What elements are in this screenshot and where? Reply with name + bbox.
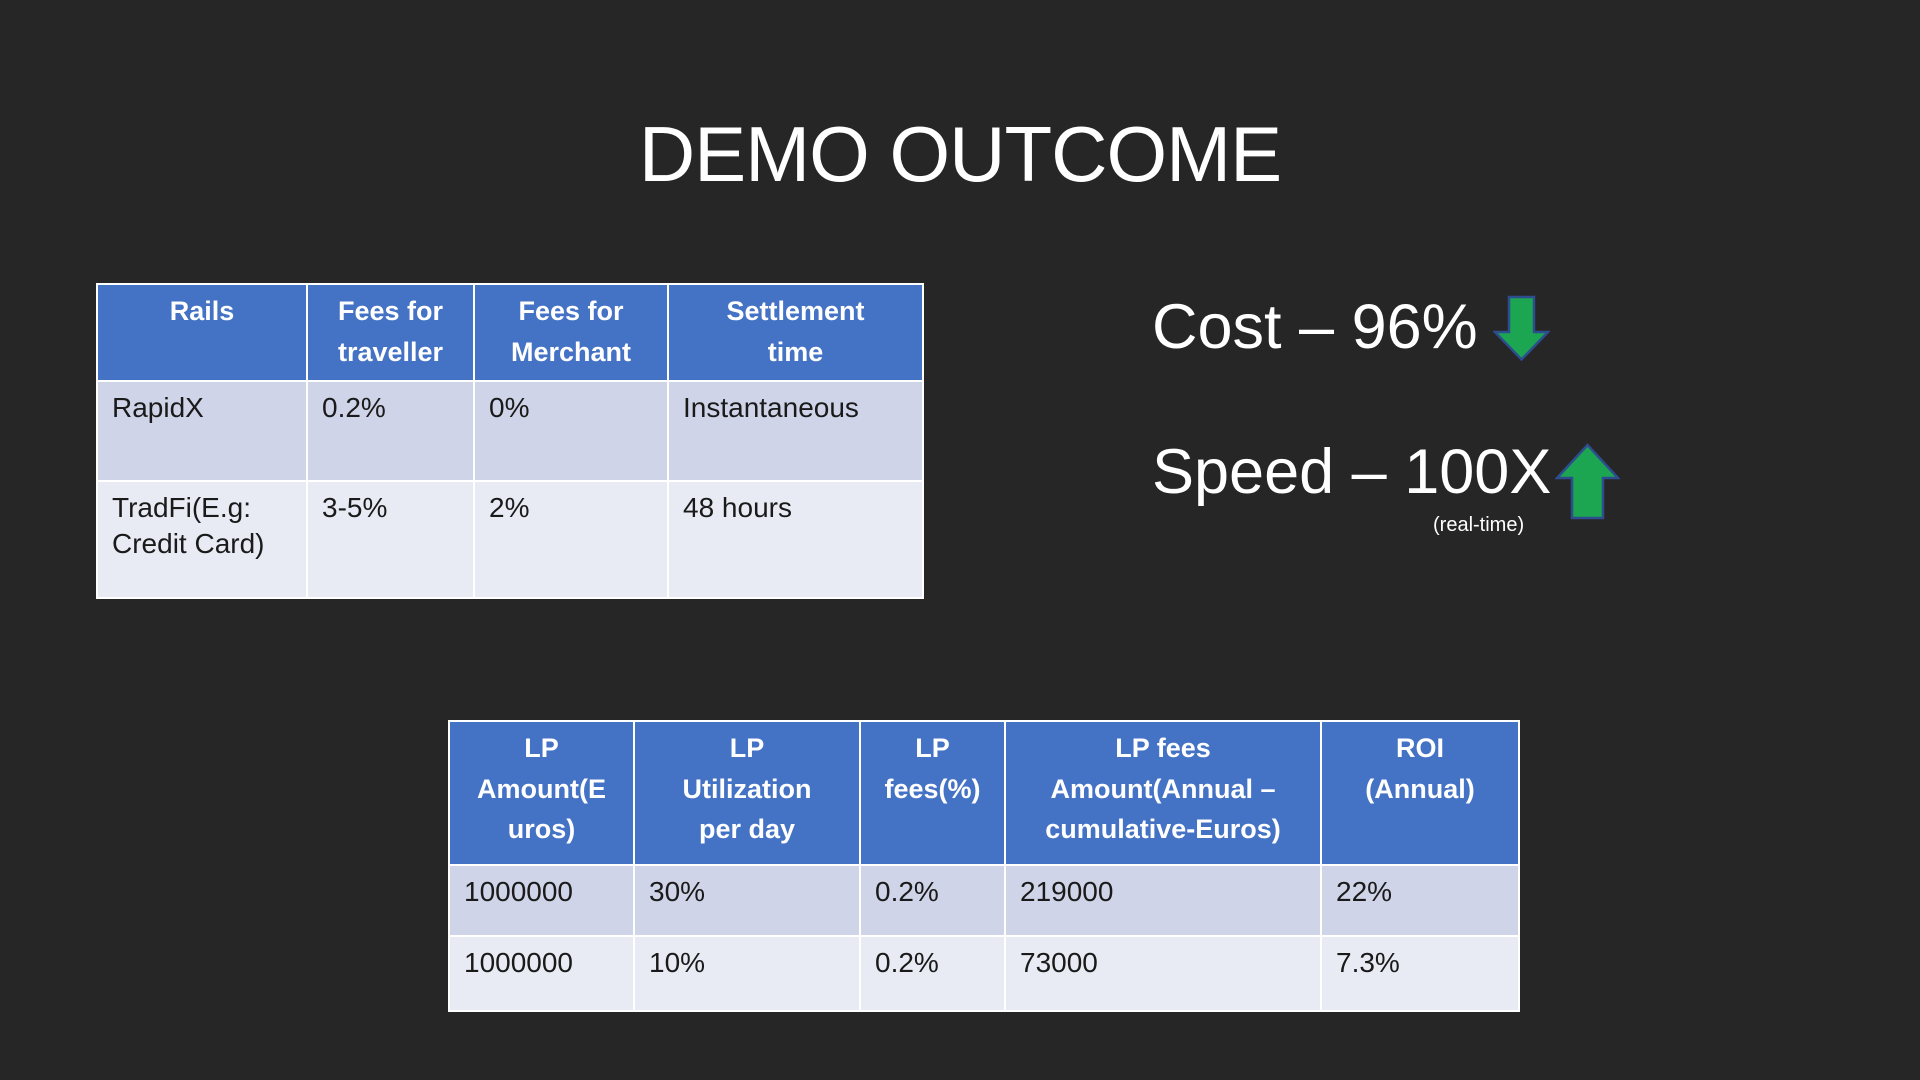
table-cell: 73000 [1004,935,1322,1012]
lp-table-row-1: 1000000 30% 0.2% 219000 22% [448,864,1520,937]
table-cell: TradFi(E.g: Credit Card) [96,480,308,599]
lp-table-row-2: 1000000 10% 0.2% 73000 7.3% [448,935,1520,1012]
lp-header-amount: LP Amount(E uros) [448,720,635,866]
lp-table-header-row: LP Amount(E uros) LP Utilization per day… [448,720,1520,866]
table-cell: 10% [633,935,861,1012]
rails-table-row-tradfi: TradFi(E.g: Credit Card) 3-5% 2% 48 hour… [96,480,924,599]
up-arrow-icon [1555,443,1620,520]
table-cell: 30% [633,864,861,937]
table-cell: 48 hours [667,480,924,599]
rails-table-header-row: Rails Fees for traveller Fees for Mercha… [96,283,924,382]
table-cell: Instantaneous [667,380,924,482]
rails-header-fees-traveller: Fees for traveller [306,283,475,382]
lp-roi-table: LP Amount(E uros) LP Utilization per day… [448,720,1520,1012]
rails-comparison-table: Rails Fees for traveller Fees for Mercha… [96,283,924,599]
rails-table-row-rapidx: RapidX 0.2% 0% Instantaneous [96,380,924,482]
table-cell: 219000 [1004,864,1322,937]
rails-header-fees-merchant: Fees for Merchant [473,283,669,382]
rails-header-settlement-time: Settlement time [667,283,924,382]
lp-header-roi: ROI (Annual) [1320,720,1520,866]
rails-header-rails: Rails [96,283,308,382]
table-cell: 2% [473,480,669,599]
table-cell: RapidX [96,380,308,482]
slide-title: DEMO OUTCOME [638,110,1282,198]
lp-header-fees-pct: LP fees(%) [859,720,1006,866]
table-cell: 1000000 [448,864,635,937]
real-time-note: (real-time) [1433,514,1525,536]
table-cell: 0.2% [859,935,1006,1012]
cost-stat-label: Cost – 96% [1152,292,1478,362]
down-arrow-icon [1493,295,1550,362]
table-cell: 0% [473,380,669,482]
lp-header-utilization: LP Utilization per day [633,720,861,866]
table-cell: 0.2% [306,380,475,482]
table-cell: 7.3% [1320,935,1520,1012]
table-cell: 1000000 [448,935,635,1012]
speed-stat-label: Speed – 100X [1152,437,1552,507]
table-cell: 0.2% [859,864,1006,937]
table-cell: 3-5% [306,480,475,599]
table-cell: 22% [1320,864,1520,937]
lp-header-fees-amount: LP fees Amount(Annual – cumulative-Euros… [1004,720,1322,866]
